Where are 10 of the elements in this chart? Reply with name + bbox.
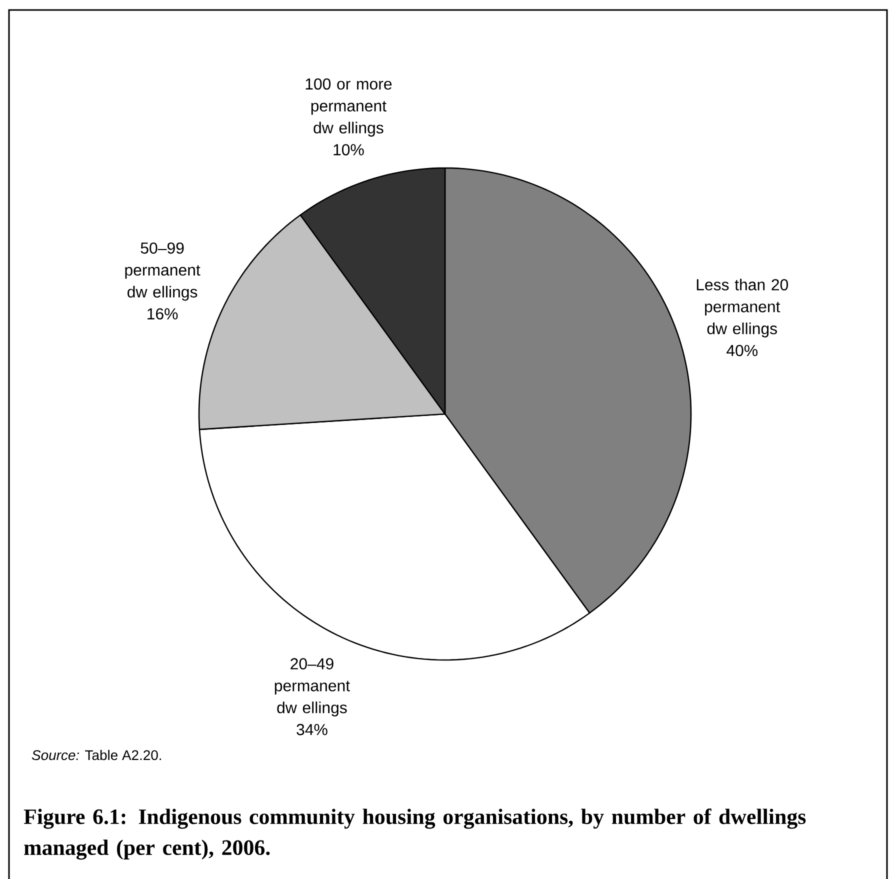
slice-label: 20–49 permanent dw ellings xyxy=(274,658,350,716)
data-label: 16% xyxy=(148,308,178,320)
data-label: 40% xyxy=(726,344,758,356)
data-label: 34% xyxy=(296,724,328,736)
text: Figure 6.1: Indigenous community housing organisations, by number of dwellings managed (per cent), 2006. xyxy=(24,808,806,860)
data-label: 10% xyxy=(334,144,364,156)
slice-label: 50–99 permanent dw ellings xyxy=(125,242,200,301)
text: Source: Table A2.20. xyxy=(32,750,162,760)
slice-label: 100 or more permanent dw ellings xyxy=(306,78,392,137)
slice-label: Less than 20 permanent dw ellings xyxy=(696,278,788,338)
